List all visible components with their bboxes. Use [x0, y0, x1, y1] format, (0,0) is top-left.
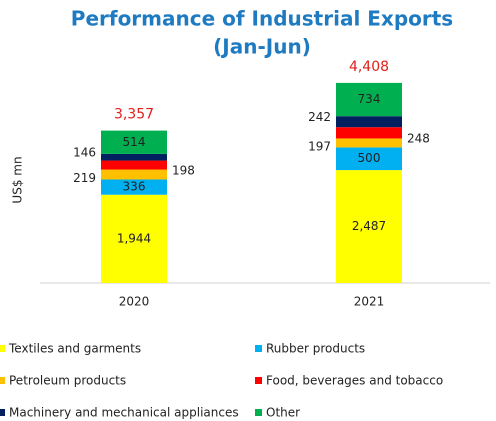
value-label: 146: [73, 146, 96, 160]
value-label: 336: [123, 180, 146, 194]
value-label: 197: [308, 139, 331, 153]
value-label: 500: [358, 151, 381, 165]
value-label: 734: [358, 92, 381, 106]
legend-label: Other: [266, 406, 300, 420]
total-label: 3,357: [114, 107, 154, 123]
legend-label: Machinery and mechanical appliances: [9, 406, 239, 420]
legend-label: Rubber products: [266, 342, 365, 356]
bar-segment: [336, 170, 402, 283]
bar-segment: [101, 169, 167, 180]
total-label: 4,408: [349, 59, 389, 75]
bar-segment: [101, 160, 167, 170]
bar-segment: [101, 179, 167, 195]
x-tick-label: 2020: [119, 295, 150, 309]
value-label: 242: [308, 110, 331, 124]
legend-marker: [255, 409, 262, 416]
value-label: 2,487: [352, 219, 386, 233]
y-axis-label: US$ mn: [11, 156, 25, 203]
legend-marker: [0, 377, 5, 384]
value-label: 198: [172, 164, 195, 178]
bar-segment: [336, 82, 402, 117]
legend-label: Food, beverages and tobacco: [266, 374, 443, 388]
legend-marker: [255, 377, 262, 384]
bar-segment: [101, 130, 167, 154]
legend-marker: [255, 345, 262, 352]
bar-segment: [336, 138, 402, 148]
legend-marker: [0, 409, 5, 416]
bar-segment: [336, 127, 402, 139]
legend-label: Petroleum products: [9, 374, 126, 388]
chart-subtitle: (Jan-Jun): [213, 35, 311, 59]
value-label: 1,944: [117, 231, 151, 245]
legend-marker: [0, 345, 5, 352]
bar-segment: [101, 153, 167, 161]
bar-segment: [336, 147, 402, 171]
value-label: 219: [73, 171, 96, 185]
bar-segment: [336, 116, 402, 128]
value-label: 514: [123, 135, 146, 149]
value-label: 248: [407, 131, 430, 145]
x-tick-label: 2021: [354, 295, 385, 309]
legend-label: Textiles and garments: [8, 342, 141, 356]
chart-title: Performance of Industrial Exports: [71, 7, 453, 31]
bar-segment: [101, 194, 167, 283]
